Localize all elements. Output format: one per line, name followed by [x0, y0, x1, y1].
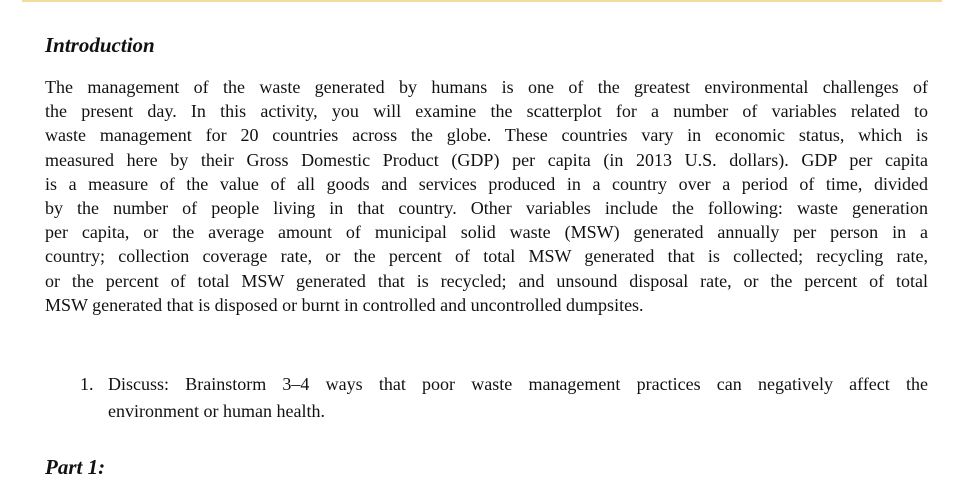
- paragraph-line: waste management for 20 countries across…: [45, 125, 928, 146]
- paragraph-line: measured here by their Gross Domestic Pr…: [45, 149, 928, 170]
- top-rule: [22, 0, 942, 2]
- question-line: Discuss: Brainstorm 3–4 ways that poor w…: [108, 374, 928, 394]
- list-number: 1.: [80, 374, 94, 394]
- paragraph-line: MSW generated that is disposed or burnt …: [45, 294, 644, 315]
- question-list: 1. Discuss: Brainstorm 3–4 ways that poo…: [80, 371, 928, 425]
- paragraph-line: The management of the waste generated by…: [45, 77, 928, 97]
- paragraph-line: by the number of people living in that c…: [45, 198, 928, 219]
- section-heading-introduction: Introduction: [45, 33, 155, 57]
- paragraph-line: is a measure of the value of all goods a…: [45, 173, 928, 194]
- section-heading-part-1: Part 1:: [45, 455, 106, 479]
- paragraph-line: country; collection coverage rate, or th…: [45, 246, 928, 267]
- paragraph-line: the present day. In this activity, you w…: [45, 101, 928, 122]
- paragraph-line: per capita, or the average amount of mun…: [45, 222, 928, 243]
- paragraph-line: or the percent of total MSW generated th…: [45, 270, 928, 291]
- question-line: environment or human health.: [108, 401, 325, 421]
- intro-paragraph: The management of the waste generated by…: [45, 75, 928, 317]
